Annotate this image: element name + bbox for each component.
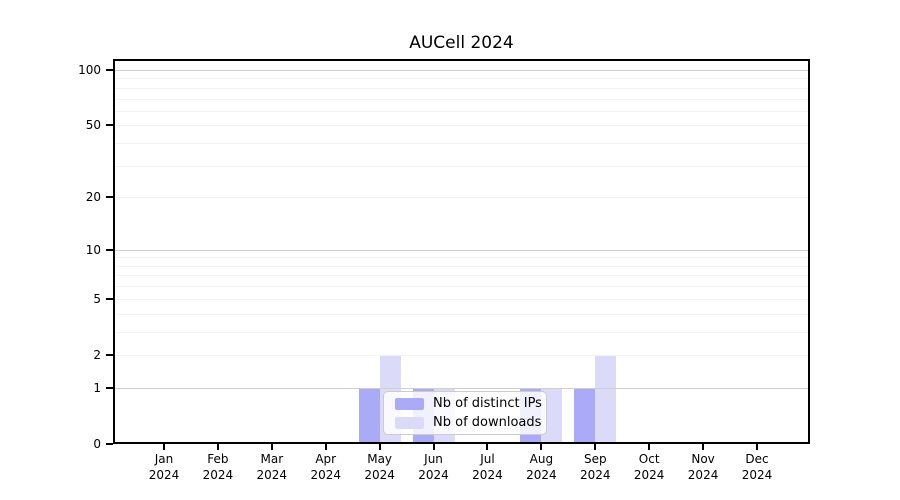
x-axis-tick [648,444,651,450]
y-axis-tick [106,196,113,199]
y-axis-tick [106,248,113,251]
x-axis-label-year: 2024 [256,468,288,482]
x-axis-label-month: Feb [207,452,229,466]
y-gridline-minor [113,286,810,288]
x-axis-label-month: Mar [260,452,284,466]
y-axis-tick [106,124,113,127]
x-axis-label-month: May [367,452,393,466]
y-gridline-major [113,70,810,71]
y-axis-label: 10 [85,242,101,257]
y-gridline-minor [113,265,810,267]
y-gridline-minor [113,143,810,145]
y-axis-label: 1 [93,380,101,395]
x-axis-label: Jul 2024 [457,451,517,483]
plot-border [113,59,810,444]
x-axis-label-year: 2024 [472,468,503,482]
y-axis-label: 100 [78,63,101,77]
legend-item-downloads: Nb of downloads [384,415,546,431]
x-axis-label-month: Sep [583,452,607,466]
x-axis-tick [324,444,327,450]
bar-distinct-ips [358,387,380,444]
y-gridline-minor [113,354,810,356]
x-axis-tick [216,444,219,450]
plot-area: Nb of distinct IPs Nb of downloads 0 1 2 5 1… [78,59,810,482]
x-axis-tick [163,444,165,450]
x-axis-tick [702,444,705,450]
x-axis-label: Jan 2024 [134,451,194,483]
y-gridline-major [113,249,810,251]
x-axis-label-year: 2024 [418,468,449,482]
y-axis-label: 0 [93,437,101,451]
y-axis-label: 5 [93,291,101,306]
y-gridline-minor [113,78,810,80]
x-axis-label-year: 2024 [148,468,180,482]
x-axis-label-year: 2024 [202,468,234,482]
x-axis-label-year: 2024 [741,468,773,482]
x-axis-tick [270,444,273,450]
legend-swatch-distinct-ips [395,397,424,410]
y-gridline-minor [113,98,810,100]
x-axis-label-month: Jan [154,452,174,466]
x-axis-label: Nov 2024 [673,451,733,483]
x-axis-label: Jun 2024 [404,451,464,483]
x-axis-label-month: Aug [529,452,554,466]
x-axis-label-month: Apr [315,452,337,466]
bar-distinct-ips [574,387,596,444]
y-gridline-major [113,387,810,389]
y-gridline-minor [113,275,810,277]
x-axis-tick [486,444,489,450]
y-gridline-minor [113,257,810,259]
y-gridline-minor [113,165,810,167]
y-axis-label: 50 [85,118,101,133]
x-axis-label-month: Nov [691,452,715,466]
x-axis-label-year: 2024 [310,468,341,482]
legend: Nb of distinct IPs Nb of downloads [383,391,547,435]
x-axis-label: Oct 2024 [619,451,679,483]
y-axis-tick [106,386,113,389]
legend-label-distinct-ips: Nb of distinct IPs [433,395,542,411]
y-axis-tick [106,443,113,445]
x-axis-label: May 2024 [350,451,410,483]
x-axis-label-year: 2024 [526,468,557,482]
x-axis-label: Dec 2024 [727,451,787,483]
x-axis-label-month: Dec [745,452,769,466]
y-axis-label: 20 [85,190,101,205]
x-axis-tick [540,444,543,450]
y-gridline-minor [113,298,810,300]
x-axis-label-month: Jun [424,452,443,466]
x-axis-tick [594,444,597,450]
y-gridline-minor [113,197,810,199]
legend-item-distinct-ips: Nb of distinct IPs [384,396,546,412]
x-axis-label-year: 2024 [579,468,611,482]
legend-label-downloads: Nb of downloads [433,414,542,430]
y-gridline-minor [113,313,810,315]
x-axis-label-month: Jul [480,452,495,466]
x-axis-label-month: Oct [638,452,660,466]
x-axis-tick [432,444,435,450]
y-axis-tick [106,353,113,356]
x-axis-tick [378,444,381,450]
x-axis-label: Sep 2024 [565,451,625,483]
y-axis-label: 2 [93,347,101,362]
x-axis-tick [756,444,758,450]
y-gridline-minor [113,110,810,112]
y-gridline-minor [113,125,810,127]
y-gridline-minor [113,331,810,333]
x-axis-label: Aug 2024 [511,451,571,483]
legend-swatch-downloads [395,416,424,429]
y-axis-tick [106,297,113,300]
y-gridline-minor [113,87,810,89]
chart-title: AUCell 2024 [409,33,514,53]
x-axis-label: Mar 2024 [242,451,302,483]
x-axis-label-year: 2024 [364,468,395,482]
x-axis-label: Feb 2024 [188,451,248,483]
y-axis-tick [106,69,113,71]
x-axis-label-year: 2024 [633,468,665,482]
bar-downloads [595,354,617,444]
x-axis-label-year: 2024 [687,468,719,482]
x-axis-label: Apr 2024 [296,451,356,483]
